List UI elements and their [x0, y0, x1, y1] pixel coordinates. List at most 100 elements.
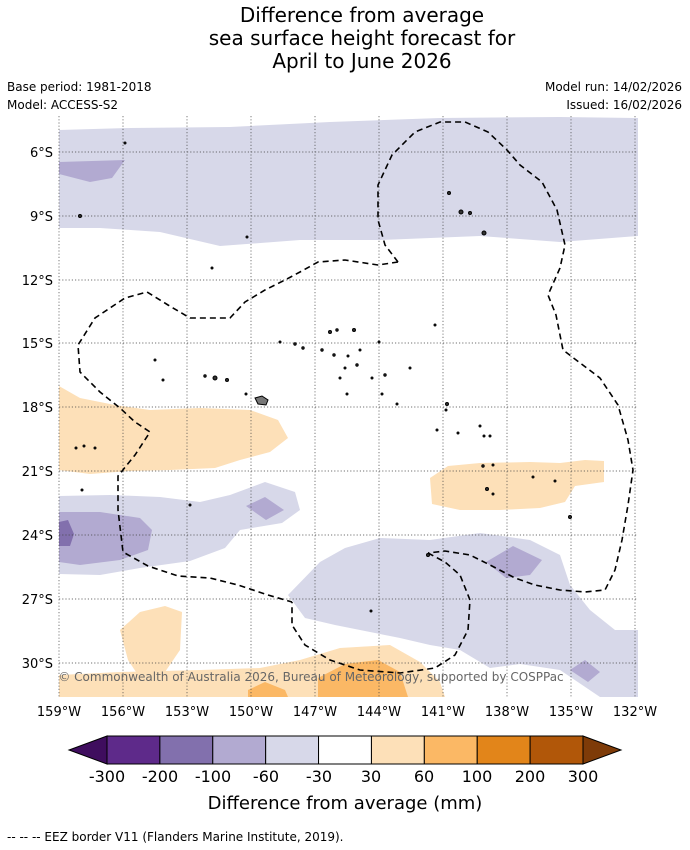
island	[488, 434, 492, 438]
island	[225, 378, 229, 382]
island	[456, 431, 460, 435]
anomaly-area-south-strong-west	[248, 682, 288, 697]
colorbar-label: 100	[462, 767, 493, 786]
island	[355, 363, 359, 367]
island	[482, 434, 486, 438]
anomaly-area-south-strong	[318, 660, 408, 697]
island	[346, 354, 350, 358]
lat-labels: 6°S 9°S 12°S 15°S 18°S 21°S 24°S 27°S 30…	[22, 146, 53, 672]
colorbar-label: -200	[142, 767, 178, 786]
island	[80, 488, 84, 492]
anomaly-patch-sw-light	[59, 512, 152, 565]
lon-label: 132°W	[613, 705, 657, 720]
island	[123, 141, 127, 145]
anomaly-patch-sw-dark	[59, 520, 74, 546]
colorbar-label: 30	[361, 767, 381, 786]
island	[74, 446, 78, 450]
lon-label: 159°W	[37, 705, 81, 720]
colorbar-segment	[529, 735, 584, 765]
island	[78, 214, 82, 218]
eez-footnote: -- -- -- EEZ border V11 (Flanders Marine…	[7, 830, 344, 844]
eez-border-south	[291, 552, 471, 674]
lat-label: 18°S	[22, 401, 53, 416]
title-line-3: April to June 2026	[272, 49, 452, 73]
lat-label: 12°S	[22, 274, 53, 289]
island	[395, 402, 399, 406]
lon-label: 150°W	[229, 705, 273, 720]
island	[383, 373, 387, 377]
anomaly-area-east-positive	[430, 460, 604, 510]
island	[320, 348, 324, 352]
island	[210, 266, 214, 270]
island	[426, 553, 430, 557]
island	[153, 358, 157, 362]
island	[369, 609, 373, 613]
colorbar-segment	[476, 735, 531, 765]
lon-label: 141°W	[421, 705, 465, 720]
anomaly-field	[59, 117, 638, 697]
island	[332, 353, 336, 357]
eez-border-north	[377, 121, 634, 593]
island	[301, 346, 305, 350]
colorbar-extend-low	[67, 735, 108, 765]
island	[444, 408, 448, 412]
anomaly-patch-far-se	[570, 660, 600, 682]
island	[328, 330, 332, 334]
lon-label: 153°W	[165, 705, 209, 720]
gridlines	[58, 116, 638, 697]
base-period: Base period: 1981-2018	[7, 80, 152, 94]
island	[293, 342, 297, 346]
colorbar-title: Difference from average (mm)	[208, 793, 483, 814]
island	[338, 376, 342, 380]
island	[481, 230, 487, 236]
island	[278, 340, 282, 344]
title-line-2: sea surface height forecast for	[208, 26, 516, 50]
lon-label: 144°W	[357, 705, 401, 720]
lat-label: 24°S	[22, 529, 53, 544]
colorbar-label: -300	[89, 767, 125, 786]
eez-borders	[77, 121, 634, 674]
lat-label: 9°S	[30, 210, 53, 225]
island	[244, 392, 248, 396]
island	[468, 211, 472, 215]
island	[447, 191, 451, 195]
island	[458, 209, 464, 215]
island	[254, 395, 269, 406]
colorbar-label: -30	[306, 767, 332, 786]
island	[82, 444, 86, 448]
colorbar-label: 200	[515, 767, 546, 786]
meta-left: Base period: 1981-2018 Model: ACCESS-S2	[7, 78, 152, 114]
colorbar-segment	[159, 735, 214, 765]
colorbar-label: -60	[253, 767, 279, 786]
island	[212, 375, 218, 381]
lon-label: 156°W	[101, 705, 145, 720]
colorbar-segment	[106, 735, 161, 765]
colorbar-segment	[318, 735, 372, 765]
island	[335, 328, 339, 332]
lat-label: 27°S	[22, 593, 53, 608]
island	[481, 464, 485, 468]
colorbar-label: 60	[414, 767, 434, 786]
copyright-notice: © Commonwealth of Australia 2026, Bureau…	[58, 670, 563, 684]
island	[161, 378, 165, 382]
eez-border-central	[77, 259, 399, 603]
lat-label: 15°S	[22, 337, 53, 352]
model-name: Model: ACCESS-S2	[7, 98, 119, 112]
issued-date: Issued: 16/02/2026	[566, 98, 682, 112]
islands	[74, 141, 572, 613]
island	[433, 323, 437, 327]
island	[445, 402, 449, 406]
island	[343, 366, 347, 370]
island	[485, 487, 489, 491]
colorbar-segment	[370, 735, 425, 765]
anomaly-patch-mid	[246, 497, 284, 520]
colorbar	[67, 735, 623, 765]
island	[408, 366, 412, 370]
colorbar-segment	[212, 735, 267, 765]
anomaly-patch-nw	[59, 160, 125, 182]
island	[188, 503, 192, 507]
lon-labels: 159°W 156°W 153°W 150°W 147°W 144°W 141°…	[37, 705, 657, 720]
island	[553, 479, 557, 483]
colorbar-extend-high	[582, 735, 623, 765]
